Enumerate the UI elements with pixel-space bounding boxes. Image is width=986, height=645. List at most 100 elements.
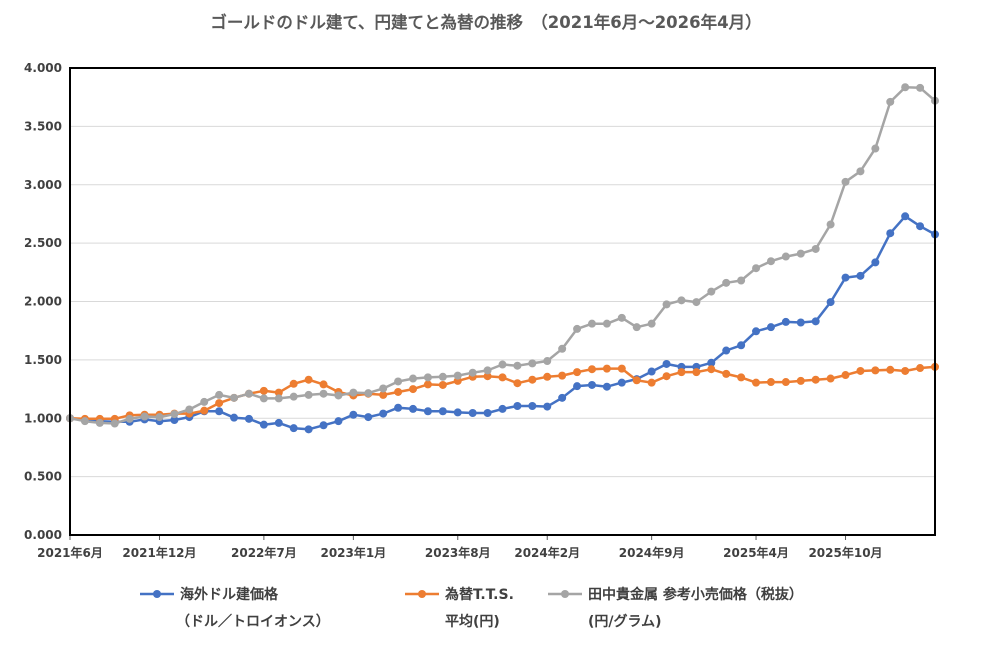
data-point [796,376,805,385]
data-point [647,319,656,328]
chart-title: ゴールドのドル建て、円建てと為替の推移 （2021年6月～2026年4月） [210,12,761,32]
data-point [423,380,432,389]
data-point [677,296,686,305]
data-point [244,414,253,423]
data-point [468,408,477,417]
data-point [871,144,880,153]
y-tick-label: 4.000 [24,61,62,75]
data-point [781,378,790,387]
data-point [528,401,537,410]
data-point [692,298,701,307]
data-point [886,229,895,238]
data-point [632,323,641,332]
data-point [259,394,268,403]
data-point [319,421,328,430]
data-point [200,397,209,406]
data-point [602,382,611,391]
data-point [498,373,507,382]
data-point [438,372,447,381]
plot-frame [69,67,936,536]
data-point [498,404,507,413]
data-point [766,323,775,332]
data-point [125,414,134,423]
data-point [289,392,298,401]
data-point [617,364,626,373]
data-point [244,389,253,398]
data-point [617,313,626,322]
data-point [811,317,820,326]
data-point [692,368,701,377]
x-tick-label: 2022年7月 [231,545,297,560]
data-point [543,357,552,366]
data-point [438,380,447,389]
y-tick-label: 3.500 [24,119,62,133]
data-point [230,393,239,402]
data-point [766,378,775,387]
data-point [841,177,850,186]
legend-marker [153,590,161,598]
y-tick-label: 0.000 [24,528,62,542]
x-tick-label: 2023年1月 [320,545,386,560]
data-point [632,376,641,385]
data-point [379,390,388,399]
legend-label: 田中貴金属 参考小売価格（税抜） [588,586,803,603]
x-tick-label: 2023年8月 [425,545,491,560]
data-point [379,384,388,393]
data-point [707,358,716,367]
data-point [662,372,671,381]
x-tick-label: 2021年6月 [37,545,103,560]
data-point [662,359,671,368]
x-tick-label: 2024年9月 [619,545,685,560]
y-tick-label: 1.500 [24,353,62,367]
data-point [319,380,328,389]
data-point [289,379,298,388]
data-point [409,385,418,394]
data-point [274,388,283,397]
y-tick-label: 3.000 [24,178,62,192]
data-point [826,220,835,229]
data-point [871,258,880,267]
data-point [826,374,835,383]
data-point [394,403,403,412]
data-point [796,249,805,258]
data-point [781,252,790,261]
data-point [752,264,761,273]
data-point [379,409,388,418]
x-axis-ticks: 2021年6月 2021年12月 2022年7月 2023年1月 2023年8月 2024… [37,535,883,560]
y-tick-label: 0.500 [24,470,62,484]
data-point [707,287,716,296]
data-point [587,319,596,328]
data-point [528,375,537,384]
data-point [140,412,149,421]
data-point [587,380,596,389]
x-tick-label: 2025年4月 [723,545,789,560]
y-tick-label: 2.500 [24,236,62,250]
data-point [901,366,910,375]
data-point [274,418,283,427]
data-point [80,417,89,426]
data-point [573,324,582,333]
data-point [602,319,611,328]
data-point [558,371,567,380]
data-point [453,408,462,417]
data-point [826,298,835,307]
data-point [394,377,403,386]
data-point [364,389,373,398]
data-point [796,318,805,327]
data-point [185,405,194,414]
data-point [558,393,567,402]
data-point [647,367,656,376]
data-point [438,407,447,416]
data-point [498,360,507,369]
data-point [766,257,775,266]
y-axis-ticks: 0.000 0.500 1.000 1.500 2.000 2.500 3.000 3.500… [24,61,62,542]
data-point [752,378,761,387]
y-tick-label: 1.000 [24,411,62,425]
data-point [543,402,552,411]
data-point [349,410,358,419]
data-point [155,413,164,422]
data-point [722,278,731,287]
data-point [916,222,925,231]
data-point [587,365,596,374]
